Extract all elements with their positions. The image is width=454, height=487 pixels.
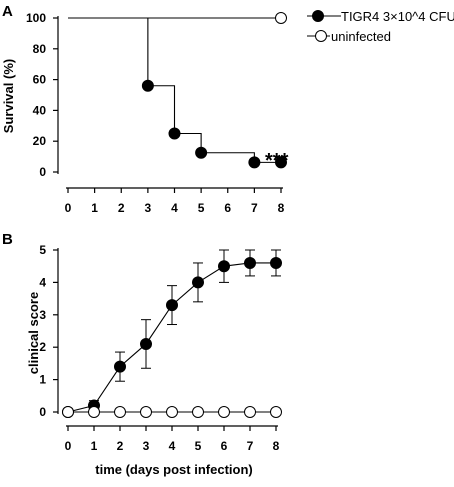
panel-b-xtick-label: 2 — [117, 439, 124, 453]
panel-b-ylabel: clinical score — [26, 292, 41, 374]
panel-a-xtick-label: 6 — [224, 201, 231, 215]
panel-b-ytick-label: 1 — [39, 373, 46, 387]
panel-a-series-tigr4-point — [195, 146, 208, 159]
legend-marker-filled — [312, 10, 324, 22]
panel-label-a: A — [2, 3, 13, 20]
legend: TIGR4 3×10^4 CFU uninfected — [307, 9, 454, 44]
panel-b-xtick-label: 6 — [221, 439, 228, 453]
panel-a-series-tigr4-point — [275, 156, 287, 169]
panel-b-ytick-label: 3 — [39, 308, 46, 322]
panel-b-series-uninfected-point — [192, 406, 204, 418]
panel-b-series-tigr4-point — [218, 260, 230, 273]
panel-a-xtick-label: 0 — [65, 201, 72, 215]
panel-b-series-tigr4 — [62, 249, 282, 418]
panel-b-series-tigr4-point — [192, 276, 204, 289]
panel-b-series-uninfected-point — [218, 406, 230, 418]
panel-a-xtick-label: 3 — [145, 201, 152, 215]
panel-b-xtick-label: 1 — [91, 439, 98, 453]
panel-a-ytick-label: 0 — [39, 165, 46, 179]
panel-a-ytick-label: 40 — [33, 103, 47, 117]
panel-a-xtick-label: 4 — [171, 201, 178, 215]
panel-b-series-tigr4-point — [244, 256, 256, 269]
panel-b-xtick-label: 5 — [195, 439, 202, 453]
panel-b-xtick-label: 7 — [247, 439, 254, 453]
panel-b-series-uninfected-point — [114, 406, 126, 418]
panel-a-ticks — [53, 17, 282, 193]
panel-b-ytick-label: 5 — [39, 243, 46, 257]
panel-b-xtick-label: 3 — [143, 439, 150, 453]
panel-a-ytick-label: 60 — [33, 73, 47, 87]
panel-b-ytick-label: 2 — [39, 340, 46, 354]
panel-a-ytick-label: 80 — [33, 42, 47, 56]
panel-b-series-uninfected — [62, 406, 282, 418]
panel-b-series-uninfected-point — [244, 406, 256, 418]
panel-b-xtick-label: 4 — [169, 439, 176, 453]
legend-marker-open — [315, 30, 327, 42]
legend-label-uninfected: uninfected — [331, 29, 391, 44]
panel-b-clinical-score-plot: clinical score time (days post infection… — [26, 243, 282, 477]
panel-a-series-tigr4-line — [68, 17, 281, 163]
panel-b-series-tigr4-point — [114, 360, 126, 373]
panel-b-xlabel: time (days post infection) — [95, 462, 252, 477]
panel-b-series-uninfected-point — [62, 406, 74, 418]
panel-b-series-uninfected-point — [140, 406, 152, 418]
panel-b-xtick-label: 8 — [273, 439, 280, 453]
panel-a-series-tigr4-point — [168, 127, 181, 140]
panel-a-series-uninfected-point — [275, 12, 287, 24]
panel-a-ylabel: Survival (%) — [1, 59, 16, 133]
panel-a-ytick-label: 100 — [26, 11, 46, 25]
panel-b-xtick-label: 0 — [65, 439, 72, 453]
panel-b-series-uninfected-point — [270, 406, 282, 418]
panel-a-series-tigr4-point — [248, 156, 261, 169]
legend-label-tigr4: TIGR4 3×10^4 CFU — [341, 9, 454, 24]
panel-a-xtick-label: 8 — [278, 201, 285, 215]
panel-a-xtick-label: 5 — [198, 201, 205, 215]
panel-a-series-tigr4-point — [141, 79, 154, 92]
panel-a-xtick-label: 1 — [91, 201, 98, 215]
panel-a-ytick-label: 20 — [33, 134, 47, 148]
panel-a-xtick-label: 7 — [251, 201, 258, 215]
panel-b-ytick-label: 4 — [39, 275, 46, 289]
panel-a-series-tigr4 — [68, 17, 287, 169]
panel-b-series-uninfected-point — [166, 406, 178, 418]
panel-b-ytick-label: 0 — [39, 405, 46, 419]
panel-a-xtick-label: 2 — [118, 201, 125, 215]
panel-b-series-tigr4-point — [140, 337, 152, 350]
panel-b-series-tigr4-point — [166, 299, 178, 312]
panel-b-series-tigr4-point — [270, 256, 282, 269]
panel-b-series-uninfected-point — [88, 406, 100, 418]
panel-label-b: B — [2, 231, 13, 248]
panel-b-ticks — [53, 249, 277, 431]
panel-a-series-uninfected — [68, 12, 287, 24]
